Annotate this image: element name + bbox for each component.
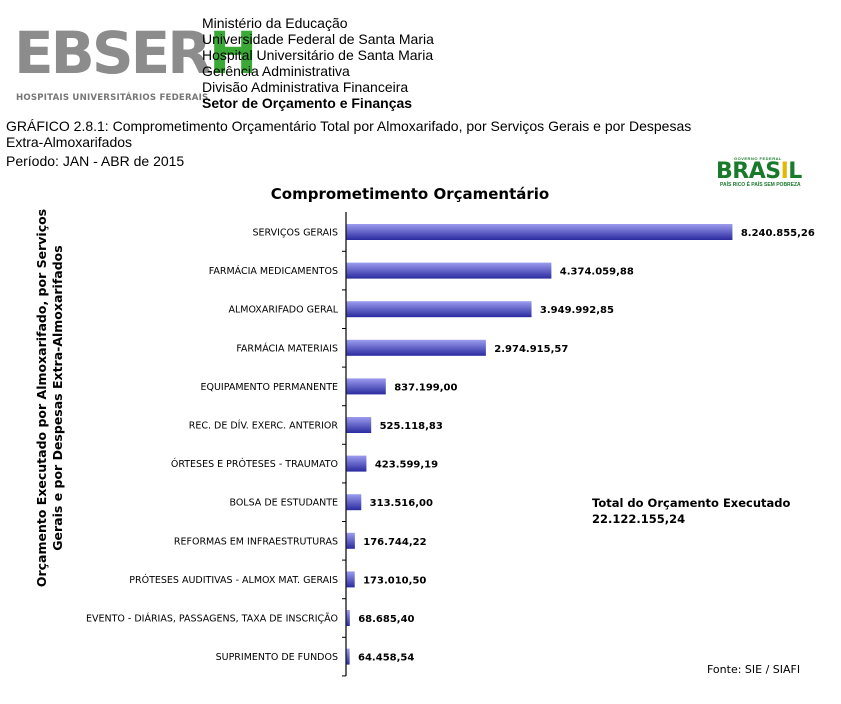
bar (346, 262, 552, 279)
category-label: EVENTO - DIÁRIAS, PASSAGENS, TAXA DE INS… (86, 613, 338, 625)
category-label: BOLSA DE ESTUDANTE (229, 498, 338, 509)
data-label: 3.949.992,85 (540, 305, 614, 316)
category-label: ALMOXARIFADO GERAL (228, 305, 338, 316)
institution-line: Hospital Universitário de Santa Maria (202, 47, 434, 63)
brasil-logo-word: BRASIL (716, 159, 802, 184)
data-label: 176.744,22 (363, 537, 426, 548)
institution-line: Ministério da Educação (202, 15, 348, 31)
ebserh-logo: EBSERH HOSPITAIS UNIVERSITÁRIOS FEDERAIS (14, 18, 257, 110)
figure-caption: GRÁFICO 2.8.1: Comprometimento Orçamentá… (6, 118, 692, 150)
bar (346, 378, 386, 395)
category-label: EQUIPAMENTO PERMANENTE (200, 382, 338, 393)
category-label: REFORMAS EM INFRAESTRUTURAS (174, 536, 338, 547)
total-annotation: Total do Orçamento Executado 22.122.155,… (592, 495, 790, 527)
source-note: Fonte: SIE / SIAFI (707, 663, 801, 676)
data-label: 64.458,54 (358, 653, 414, 664)
category-label: ÓRTESES E PRÓTESES - TRAUMATO (171, 458, 338, 470)
category-label: REC. DE DÍV. EXERC. ANTERIOR (189, 420, 339, 432)
brasil-logo-slogan: PAÍS RICO É PAÍS SEM POBREZA (720, 182, 801, 188)
chart-title: Comprometimento Orçamentário (270, 185, 550, 203)
category-label: FARMÁCIA MATERIAIS (236, 342, 338, 354)
data-label: 837.199,00 (394, 382, 457, 393)
total-label: Total do Orçamento Executado (592, 496, 791, 510)
brasil-logo: GOVERNO FEDERAL BRASIL PAÍS RICO É PAÍS … (716, 156, 822, 188)
bar (346, 455, 367, 472)
bar (346, 224, 733, 240)
bar (346, 648, 350, 665)
ebserh-logo-subtitle: HOSPITAIS UNIVERSITÁRIOS FEDERAIS (16, 93, 209, 103)
bar (346, 532, 355, 549)
category-label: FARMÁCIA MEDICAMENTOS (209, 265, 338, 277)
bar (346, 417, 372, 433)
period-label: Período: JAN - ABR de 2015 (6, 153, 185, 169)
institution-line: Universidade Federal de Santa Maria (202, 31, 434, 47)
total-value: 22.122.155,24 (592, 512, 686, 526)
institution-line: Gerência Administrativa (202, 63, 350, 79)
category-label: SERVIÇOS GERAIS (253, 228, 339, 239)
ebserh-logo-text: EBSERH (14, 19, 257, 87)
category-label: SUPRIMENTO DE FUNDOS (216, 652, 338, 663)
data-label: 68.685,40 (358, 614, 414, 625)
bar (346, 571, 355, 588)
data-label: 423.599,19 (375, 460, 438, 471)
institution-sector: Setor de Orçamento e Finanças (202, 95, 413, 111)
bar (346, 301, 532, 318)
data-label: 313.516,00 (370, 498, 433, 509)
brasil-logo-top: GOVERNO FEDERAL (734, 156, 782, 161)
bar (346, 339, 486, 356)
data-label: 4.374.059,88 (560, 267, 634, 278)
data-label: 2.974.915,57 (494, 344, 568, 355)
data-label: 8.240.855,26 (741, 228, 815, 239)
bar (346, 494, 362, 511)
data-label: 525.118,83 (380, 421, 443, 432)
institution-block: Ministério da Educação Universidade Fede… (202, 15, 434, 111)
institution-line: Divisão Administrativa Financeira (202, 79, 409, 95)
category-label: PRÓTESES AUDITIVAS - ALMOX MAT. GERAIS (129, 574, 338, 586)
data-label: 173.010,50 (363, 575, 426, 586)
bar (346, 610, 350, 626)
